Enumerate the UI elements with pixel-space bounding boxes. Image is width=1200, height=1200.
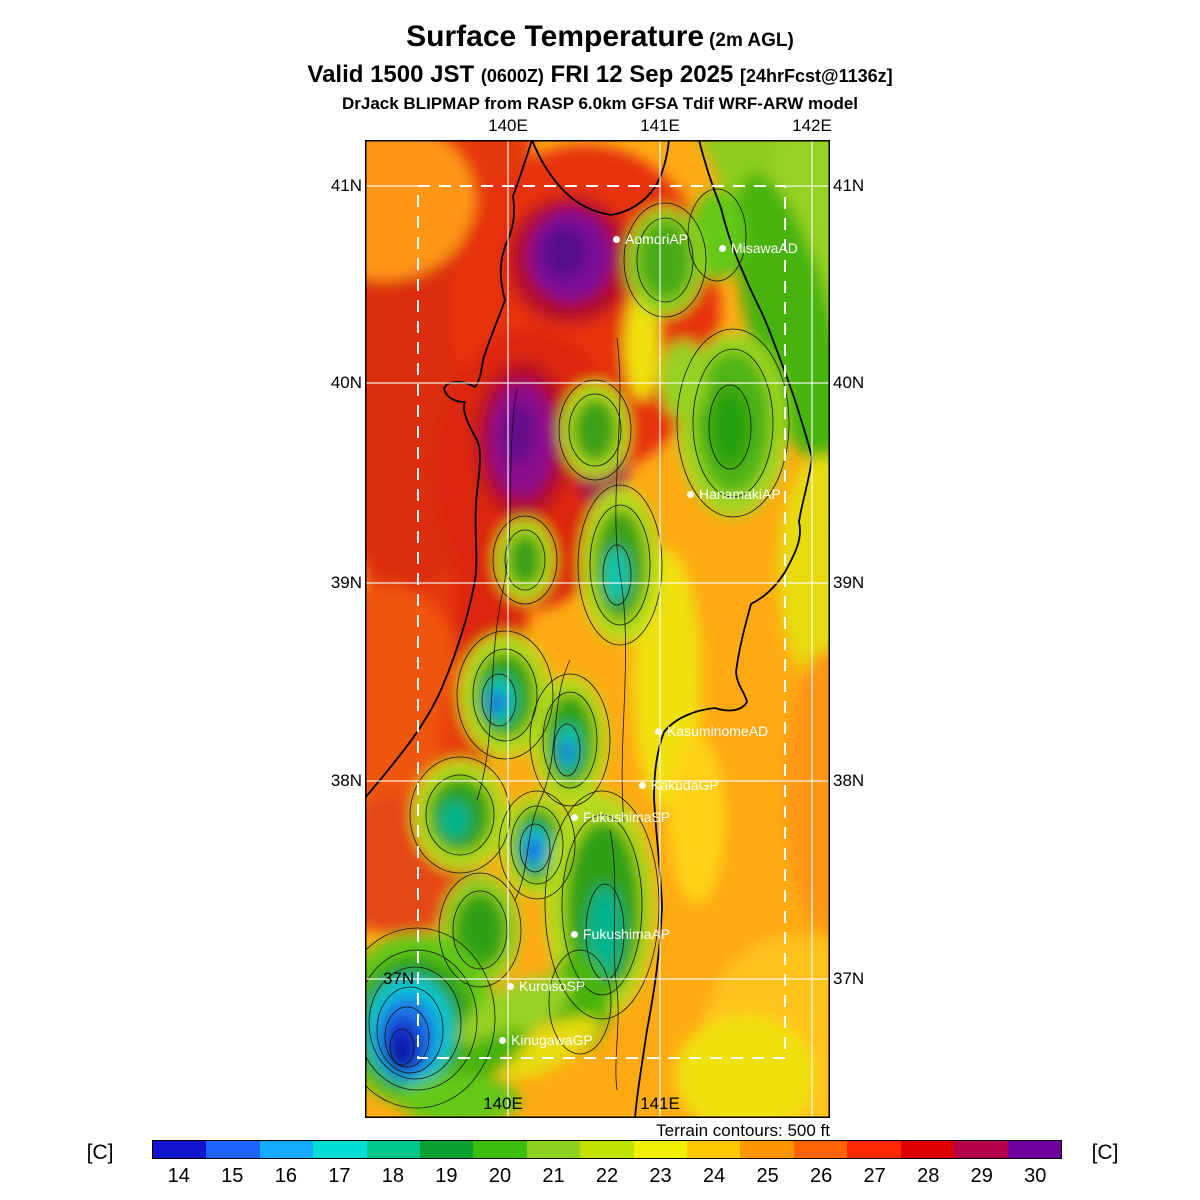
lon-label-bottom-141e: 141E [640, 1094, 680, 1113]
station-marker: KakudaGP [639, 777, 719, 793]
colorbar-tick: 22 [595, 1165, 619, 1187]
colorbar-cell [740, 1141, 794, 1158]
colorbar-cell [633, 1141, 688, 1158]
colorbar-tick: 20 [488, 1165, 512, 1187]
model-domain-boundary [417, 185, 786, 1059]
colorbar-tick: 18 [381, 1165, 405, 1187]
lat-label-right-39n: 39N [833, 573, 865, 592]
title-suffix: (2m AGL) [709, 30, 794, 51]
lat-label-left-40n: 40N [330, 373, 362, 392]
colorbar-tick: 30 [1024, 1165, 1047, 1187]
station-label: KasuminomeAD [667, 723, 769, 739]
station-marker: FukushimaAP [571, 926, 670, 942]
station-marker: HanamakiAP [687, 486, 781, 502]
colorbar-tick: 29 [970, 1165, 993, 1187]
station-marker: AomoriAP [613, 231, 688, 247]
colorbar-tick: 17 [328, 1165, 351, 1187]
station-label: MisawaAD [731, 240, 798, 256]
station-dot-icon [613, 235, 620, 243]
model-info: DrJack BLIPMAP from RASP 6.0km GFSA Tdif… [341, 94, 859, 113]
lon-label-bottom-140e: 140E [483, 1094, 523, 1113]
colorbar-tick: 28 [917, 1165, 940, 1187]
lat-label-left-39n: 39N [330, 573, 362, 592]
lon-label-top-141e: 141E [640, 116, 680, 135]
colorbar-tick: 14 [167, 1165, 190, 1187]
stations-layer: AomoriAP MisawaAD HanamakiAP KasuminomeAD Ka… [365, 140, 830, 1118]
station-dot-icon [571, 930, 578, 938]
colorbar-tick: 21 [542, 1165, 565, 1187]
lon-label-top-140e: 140E [488, 116, 528, 135]
colorbar-cell [687, 1141, 741, 1158]
valid-date: FRI 12 Sep 2025 [550, 61, 734, 88]
lat-label-left-37n: 37N [383, 969, 415, 988]
station-marker: KasuminomeAD [655, 723, 768, 739]
map-frame [365, 140, 830, 1118]
station-dot-icon [719, 244, 726, 252]
colorbar-cell [153, 1141, 207, 1158]
valid-zulu: (0600Z) [480, 66, 544, 86]
lon-label-top-142e: 142E [792, 116, 832, 135]
valid-time-line: Valid 1500 JST (0600Z) FRI 12 Sep 2025 [… [0, 61, 1200, 89]
colorbar-cell [206, 1141, 260, 1158]
header: Surface Temperature (2m AGL) Valid 1500 J… [0, 20, 1200, 114]
lat-label-left-38n: 38N [330, 771, 362, 790]
colorbar-cell [847, 1141, 901, 1158]
station-label: KuroisoSP [519, 978, 586, 994]
colorbar-tick: 23 [649, 1165, 672, 1187]
temperature-field-svg [365, 140, 830, 1118]
lat-label-right-40n: 40N [833, 373, 865, 392]
colorbar-cell [900, 1141, 955, 1158]
station-label: AomoriAP [625, 231, 689, 247]
station-label: HanamakiAP [699, 486, 781, 502]
colorbar-cell [793, 1141, 848, 1158]
lat-label-right-38n: 38N [833, 771, 865, 790]
valid-fcst: [24hrFcst@1136z] [739, 66, 893, 86]
station-dot-icon [655, 727, 662, 735]
station-dot-icon [571, 813, 578, 821]
lat-label-right-41n: 41N [833, 176, 865, 195]
colorbar-cell [420, 1141, 474, 1158]
station-label: KakudaGP [651, 777, 719, 793]
colorbar-cell [259, 1141, 314, 1158]
lat-label-left-41n: 41N [330, 176, 362, 195]
colorbar-cell [580, 1141, 634, 1158]
colorbar-unit-right: [C] [1091, 1141, 1119, 1164]
station-label: FukushimaAP [583, 926, 671, 942]
colorbar-unit-left: [C] [86, 1141, 114, 1164]
station-label: KinugawaGP [511, 1032, 593, 1048]
colorbar-cell [313, 1141, 367, 1158]
station-label: FukushimaSP [583, 809, 671, 825]
station-dot-icon [507, 982, 514, 990]
station-marker: KinugawaGP [499, 1032, 593, 1048]
page-title: Surface Temperature [406, 20, 705, 53]
colorbar-cell [473, 1141, 527, 1158]
terrain-note: Terrain contours: 500 ft [656, 1121, 830, 1140]
colorbar-cell [1007, 1141, 1061, 1158]
colorbar-tick: 24 [702, 1165, 726, 1187]
colorbar-tick: 25 [756, 1165, 779, 1187]
colorbar-tick: 16 [274, 1165, 297, 1187]
colorbar-tick: 27 [863, 1165, 886, 1187]
colorbar-tick: 15 [221, 1165, 244, 1187]
map-area: AomoriAP MisawaAD HanamakiAP KasuminomeAD Ka… [365, 140, 830, 1118]
station-dot-icon [687, 490, 694, 498]
station-marker: MisawaAD [719, 240, 798, 256]
lat-label-right-37n: 37N [833, 969, 865, 988]
valid-prefix: Valid 1500 JST [307, 61, 475, 88]
station-dot-icon [499, 1036, 506, 1044]
colorbar-cell [954, 1141, 1008, 1158]
station-marker: KuroisoSP [507, 978, 585, 994]
colorbar-ticks: 14 15 16 17 18 19 20 21 22 23 24 25 26 27 28 29 30 [152, 1165, 1062, 1188]
colorbar-cell [366, 1141, 421, 1158]
colorbar-tick: 26 [810, 1165, 833, 1187]
colorbar-cell [526, 1141, 581, 1158]
colorbar [152, 1140, 1062, 1159]
station-dot-icon [639, 781, 646, 789]
colorbar-tick: 19 [435, 1165, 458, 1187]
station-marker: FukushimaSP [571, 809, 670, 825]
